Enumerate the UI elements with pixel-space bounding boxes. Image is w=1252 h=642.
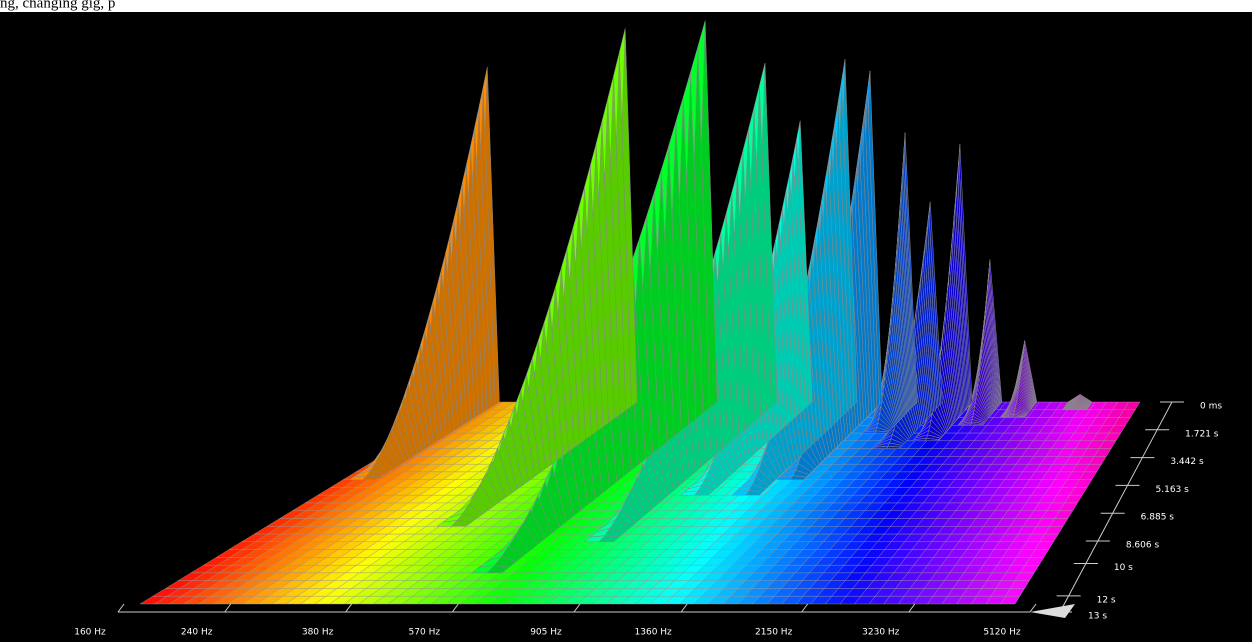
ridge-face [861,430,877,434]
time-tick-label: 6.885 s [1141,513,1175,523]
time-tick-label: 13 s [1088,612,1107,622]
ridge [1061,393,1093,411]
x-tick [117,603,125,613]
ridge-face [348,475,368,480]
x-tick-label: 3230 Hz [862,628,900,638]
ridge [436,28,638,527]
ridge [861,132,918,434]
x-tick-label: 2150 Hz [755,628,793,638]
x-tick-label: 905 Hz [530,628,562,638]
ridge-face [911,438,927,442]
ridge [348,67,500,480]
time-tick-label: 10 s [1114,563,1133,573]
x-tick [801,603,809,613]
time-tick-label: 0 ms [1200,402,1222,412]
ridge-face [776,475,794,480]
ridge-face [583,535,606,543]
time-tick-label: 12 s [1097,595,1116,605]
x-tick-label: 5120 Hz [983,628,1021,638]
time-tick-label: 5.163 s [1156,485,1190,495]
ridge-face [957,423,972,426]
ridge-face [999,416,1014,418]
ridge [911,144,973,442]
caption-strip [0,0,1252,12]
caption: ng, changing gig, p [0,0,115,11]
ridge [470,20,718,574]
ridge-face [1011,416,1026,418]
time-axis [1059,401,1173,613]
x-tick [908,603,916,613]
floor-cell [1000,596,1021,605]
x-tick [1029,603,1037,613]
time-tick-label: 3.442 s [1170,457,1204,467]
x-tick [680,603,688,613]
x-tick-label: 380 Hz [302,628,334,638]
x-tick [224,603,232,613]
x-tick [573,603,581,613]
ridge [999,340,1038,418]
x-tick [451,603,459,613]
x-tick-label: 1360 Hz [635,628,673,638]
ridge [957,259,1003,426]
x-tick-label: 240 Hz [181,628,213,638]
ridge-face [731,490,750,496]
axis-arrow [1030,604,1075,618]
ridge-face [436,520,458,527]
time-tick-label: 8.606 s [1126,541,1160,551]
ridge-face [470,565,495,574]
x-tick [345,603,353,613]
ridge-face [680,490,699,496]
x-tick-label: 570 Hz [409,628,441,638]
time-tick-label: 1.721 s [1185,429,1219,439]
ridge-face [873,445,889,449]
x-tick-label: 160 Hz [74,628,106,638]
